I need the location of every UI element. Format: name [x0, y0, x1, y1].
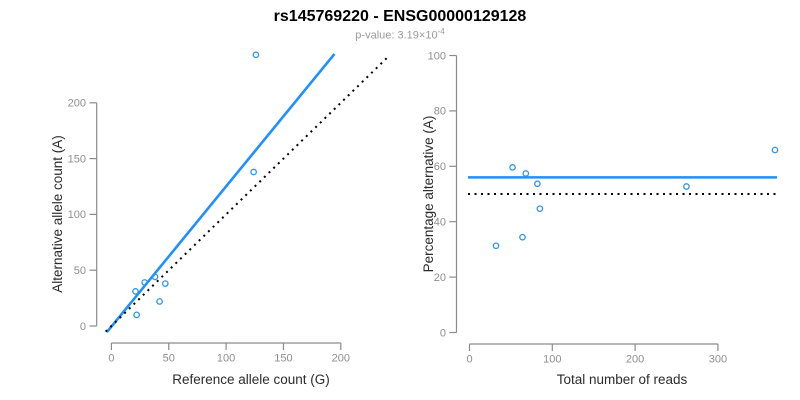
- data-point: [252, 51, 260, 59]
- x-tick-label: 200: [332, 353, 350, 365]
- left-scatter-plot: 0 50 100 150 200 0 50 100 150 200: [68, 51, 388, 365]
- data-point: [683, 183, 690, 190]
- p-value-exponent: -4: [437, 27, 445, 36]
- y-tick-label: 20: [434, 272, 446, 284]
- x-tick-label: 200: [626, 354, 644, 366]
- p-value-text: p-value: 3.19×10: [355, 29, 438, 42]
- x-tick-label: 0: [466, 354, 472, 366]
- y-tick-label: 50: [74, 265, 86, 277]
- data-point: [250, 168, 257, 176]
- plot-subtitle: p-value: 3.19×10-4: [0, 27, 800, 42]
- y-tick-label: 150: [68, 153, 86, 165]
- data-point: [534, 180, 541, 188]
- y-tick-label: 100: [428, 50, 446, 62]
- y-tick-label: 80: [434, 106, 446, 118]
- x-tick-label: 150: [274, 353, 292, 365]
- data-point: [509, 164, 516, 171]
- x-tick-label: 50: [163, 353, 175, 365]
- data-point: [161, 280, 169, 287]
- x-tick-label: 0: [108, 353, 114, 365]
- right-scatter-plot: 0 20 40 60 80 100 0 100 200 300: [428, 50, 779, 366]
- data-point: [132, 288, 139, 295]
- y-tick-label: 60: [434, 161, 446, 173]
- data-point: [492, 242, 500, 250]
- y-tick-label: 0: [440, 327, 446, 339]
- x-tick-label: 100: [217, 353, 235, 365]
- plot-title: rs145769220 - ENSG00000129128: [273, 8, 527, 25]
- data-point: [522, 170, 530, 177]
- y-tick-label: 100: [68, 209, 86, 221]
- data-point: [151, 273, 159, 281]
- data-point: [519, 233, 526, 241]
- data-point: [536, 205, 544, 213]
- right-y-axis-title: Percentage alternative (A): [421, 116, 436, 273]
- identity-line: [104, 57, 388, 333]
- data-point: [141, 279, 149, 286]
- x-tick-label: 100: [543, 354, 561, 366]
- left-y-axis-title: Alternative allele count (A): [50, 135, 65, 293]
- data-point: [156, 298, 163, 305]
- y-tick-label: 0: [80, 321, 86, 333]
- data-point: [771, 146, 779, 154]
- fit-line: [105, 53, 336, 333]
- x-tick-label: 300: [709, 354, 727, 366]
- data-point: [133, 311, 140, 319]
- left-x-axis-title: Reference allele count (G): [172, 372, 330, 387]
- right-x-axis-title: Total number of reads: [557, 372, 688, 387]
- y-tick-label: 200: [68, 98, 86, 110]
- y-tick-label: 40: [434, 217, 446, 229]
